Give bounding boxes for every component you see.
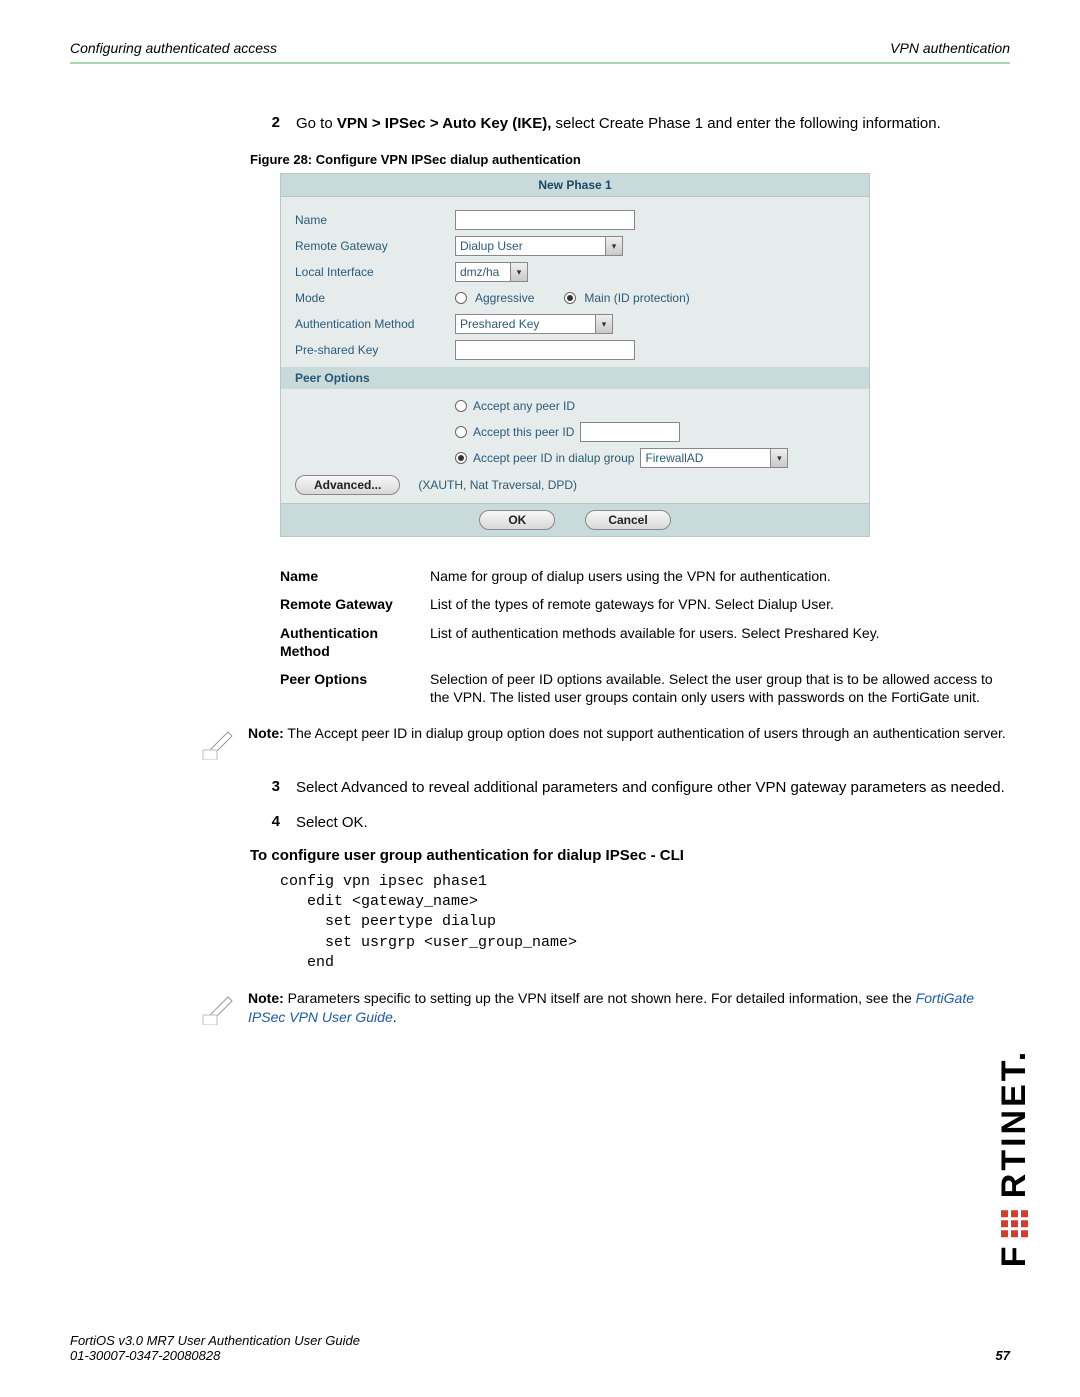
chevron-down-icon[interactable] xyxy=(510,262,528,282)
def-row-auth-method: Authentication Method List of authentica… xyxy=(280,624,1010,660)
peer-this-label: Accept this peer ID xyxy=(473,425,574,439)
remote-gateway-select[interactable]: Dialup User xyxy=(455,236,623,256)
step-4: 4 Select OK. xyxy=(250,813,1010,833)
row-mode: Mode Aggressive Main (ID protection) xyxy=(295,287,855,309)
advanced-row: Advanced... (XAUTH, Nat Traversal, DPD) xyxy=(295,475,855,495)
row-auth-method: Authentication Method Preshared Key xyxy=(295,313,855,335)
mode-main-label: Main (ID protection) xyxy=(584,291,689,305)
page-header: Configuring authenticated access VPN aut… xyxy=(70,40,1010,64)
advanced-hint: (XAUTH, Nat Traversal, DPD) xyxy=(418,478,577,492)
local-interface-select[interactable]: dmz/ha xyxy=(455,262,528,282)
advanced-button[interactable]: Advanced... xyxy=(295,475,400,495)
step-num: 2 xyxy=(250,114,280,134)
panel-title: New Phase 1 xyxy=(281,174,869,197)
row-local-interface: Local Interface dmz/ha xyxy=(295,261,855,283)
panel-body: Name Remote Gateway Dialup User Local In… xyxy=(281,197,869,503)
name-input[interactable] xyxy=(455,210,635,230)
peer-any-radio[interactable] xyxy=(455,400,467,412)
note-text: Note: The Accept peer ID in dialup group… xyxy=(248,724,1006,760)
peer-this-input[interactable] xyxy=(580,422,680,442)
brand-text: F xyxy=(995,1243,1034,1267)
label-remote-gateway: Remote Gateway xyxy=(295,239,455,253)
footer-left: FortiOS v3.0 MR7 User Authentication Use… xyxy=(70,1333,360,1363)
step-num: 4 xyxy=(250,813,280,833)
chevron-down-icon[interactable] xyxy=(595,314,613,334)
header-right: VPN authentication xyxy=(890,40,1010,56)
definitions-table: Name Name for group of dialup users usin… xyxy=(280,567,1010,706)
row-name: Name xyxy=(295,209,855,231)
main-content: 2 Go to VPN > IPSec > Auto Key (IKE), se… xyxy=(250,114,1010,1027)
peer-group-select[interactable]: FirewallAD xyxy=(640,448,788,468)
step-text: Go to VPN > IPSec > Auto Key (IKE), sele… xyxy=(296,114,1010,134)
brand-mark-icon xyxy=(1001,1210,1028,1237)
row-remote-gateway: Remote Gateway Dialup User xyxy=(295,235,855,257)
psk-input[interactable] xyxy=(455,340,635,360)
brand-text: RTINET. xyxy=(995,1049,1034,1198)
label-name: Name xyxy=(295,213,455,227)
note-text: Note: Parameters specific to setting up … xyxy=(248,989,1010,1027)
cancel-button[interactable]: Cancel xyxy=(585,510,670,530)
def-row-peer-options: Peer Options Selection of peer ID option… xyxy=(280,670,1010,706)
page-number: 57 xyxy=(996,1348,1010,1363)
chevron-down-icon[interactable] xyxy=(605,236,623,256)
step-num: 3 xyxy=(250,778,280,798)
def-row-remote-gateway: Remote Gateway List of the types of remo… xyxy=(280,595,1010,613)
label-mode: Mode xyxy=(295,291,455,305)
def-row-name: Name Name for group of dialup users usin… xyxy=(280,567,1010,585)
fortinet-brand: F RTINET. xyxy=(995,1049,1034,1267)
note-icon xyxy=(200,724,236,760)
page-footer: FortiOS v3.0 MR7 User Authentication Use… xyxy=(70,1333,1010,1363)
peer-group-label: Accept peer ID in dialup group xyxy=(473,451,634,465)
panel-buttons: OK Cancel xyxy=(281,503,869,536)
peer-any-label: Accept any peer ID xyxy=(473,399,575,413)
step-text: Select OK. xyxy=(296,813,1010,833)
label-auth-method: Authentication Method xyxy=(295,317,455,331)
cli-code-block: config vpn ipsec phase1 edit <gateway_na… xyxy=(280,872,1010,973)
mode-aggressive-radio[interactable] xyxy=(455,292,467,304)
mode-main-radio[interactable] xyxy=(564,292,576,304)
note-2: Note: Parameters specific to setting up … xyxy=(250,989,1010,1027)
step-3: 3 Select Advanced to reveal additional p… xyxy=(250,778,1010,798)
step-2: 2 Go to VPN > IPSec > Auto Key (IKE), se… xyxy=(250,114,1010,134)
note-1: Note: The Accept peer ID in dialup group… xyxy=(250,724,1010,760)
peer-options: Accept any peer ID Accept this peer ID A… xyxy=(295,395,855,469)
peer-group-radio[interactable] xyxy=(455,452,467,464)
header-left: Configuring authenticated access xyxy=(70,40,277,56)
label-psk: Pre-shared Key xyxy=(295,343,455,357)
note-icon xyxy=(200,989,236,1025)
row-psk: Pre-shared Key xyxy=(295,339,855,361)
peer-options-header: Peer Options xyxy=(281,367,869,389)
auth-method-select[interactable]: Preshared Key xyxy=(455,314,613,334)
mode-aggressive-label: Aggressive xyxy=(475,291,534,305)
step-text: Select Advanced to reveal additional par… xyxy=(296,778,1010,798)
figure-caption: Figure 28: Configure VPN IPSec dialup au… xyxy=(250,152,1010,167)
ok-button[interactable]: OK xyxy=(479,510,555,530)
cli-subhead: To configure user group authentication f… xyxy=(250,847,1010,864)
chevron-down-icon[interactable] xyxy=(770,448,788,468)
label-local-interface: Local Interface xyxy=(295,265,455,279)
peer-this-radio[interactable] xyxy=(455,426,467,438)
phase1-panel: New Phase 1 Name Remote Gateway Dialup U… xyxy=(280,173,870,537)
